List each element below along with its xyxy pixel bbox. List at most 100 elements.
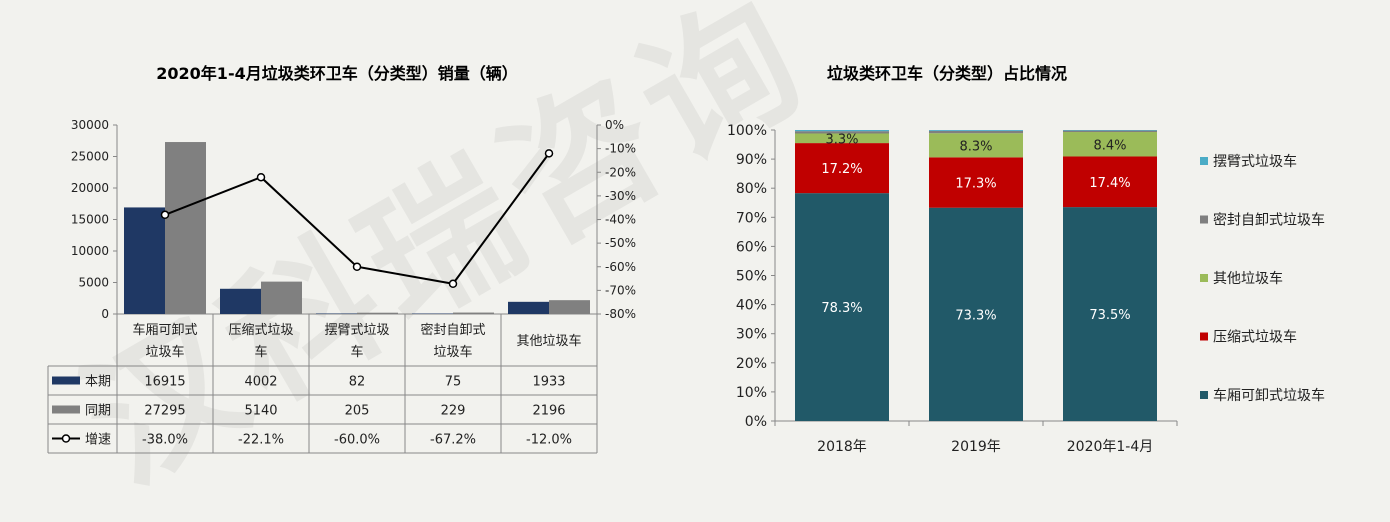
- y-tick-label: 20%: [736, 356, 767, 372]
- stack-segment: [929, 130, 1023, 131]
- category-label: 垃圾车: [145, 344, 184, 360]
- y2-tick-label: -40%: [605, 213, 636, 227]
- stack-segment: [929, 131, 1023, 133]
- y-tick-label: 40%: [736, 298, 767, 314]
- data-label: 17.2%: [821, 162, 862, 177]
- y-tick-label: 80%: [736, 181, 767, 197]
- bar-previous: [357, 313, 398, 314]
- legend-swatch: [1200, 333, 1208, 341]
- bar-current: [220, 289, 261, 314]
- legend-label: 压缩式垃圾车: [1213, 329, 1297, 346]
- category-label: 其他垃圾车: [516, 333, 581, 349]
- y-tick-label: 15000: [71, 213, 109, 227]
- category-label: 车: [350, 344, 363, 360]
- data-label: 3.3%: [825, 132, 858, 147]
- table-cell: 75: [445, 375, 462, 390]
- category-label: 垃圾车: [433, 344, 472, 360]
- category-label: 压缩式垃圾: [228, 322, 293, 338]
- share-stacked-chart: 100%90%80%70%60%50%40%30%20%10%0%78.3%17…: [640, 0, 1390, 498]
- y2-tick-label: -50%: [605, 236, 636, 250]
- data-label: 78.3%: [821, 301, 862, 316]
- bar-current: [124, 207, 165, 314]
- growth-point: [162, 211, 169, 218]
- category-label: 密封自卸式: [420, 322, 485, 338]
- y2-tick-label: -60%: [605, 260, 636, 274]
- table-cell: 27295: [144, 404, 185, 419]
- row-header: 增速: [85, 433, 111, 448]
- y-tick-label: 25000: [71, 150, 109, 164]
- legend-label: 密封自卸式垃圾车: [1213, 212, 1325, 229]
- y-tick-label: 5000: [78, 276, 109, 290]
- bar-previous: [549, 300, 590, 314]
- bar-previous: [261, 282, 302, 314]
- legend-swatch: [1200, 391, 1208, 399]
- x-tick-label: 2018年: [817, 439, 867, 455]
- legend-key-current: [52, 377, 80, 385]
- y-tick-label: 30%: [736, 327, 767, 343]
- y-tick-label: 20000: [71, 181, 109, 195]
- data-label: 17.3%: [955, 177, 996, 192]
- category-label: 摆臂式垃圾: [324, 323, 389, 338]
- y2-tick-label: -80%: [605, 307, 636, 321]
- category-label: 车厢可卸式: [132, 322, 197, 338]
- y-tick-label: 70%: [736, 210, 767, 226]
- legend-swatch: [1200, 157, 1208, 165]
- table-cell: 2196: [532, 404, 565, 419]
- table-cell: 229: [441, 404, 466, 419]
- stack-segment: [1063, 130, 1157, 131]
- y-tick-label: 50%: [736, 269, 767, 285]
- y2-tick-label: -30%: [605, 189, 636, 203]
- x-tick-label: 2020年1-4月: [1067, 439, 1154, 455]
- growth-point: [450, 280, 457, 287]
- table-cell: 4002: [244, 375, 277, 390]
- row-header: 同期: [85, 404, 111, 419]
- y-tick-label: 0: [101, 307, 109, 321]
- stack-segment: [795, 131, 889, 133]
- legend-key-growth-marker: [63, 435, 70, 442]
- x-tick-label: 2019年: [951, 439, 1001, 455]
- data-label: 8.4%: [1093, 138, 1126, 153]
- table-cell: 16915: [144, 375, 185, 390]
- data-label: 8.3%: [959, 139, 992, 154]
- table-cell: 5140: [244, 404, 277, 419]
- legend-swatch: [1200, 274, 1208, 282]
- stack-segment: [1063, 131, 1157, 132]
- bar-previous: [165, 142, 206, 314]
- legend-label: 摆臂式垃圾车: [1213, 153, 1297, 170]
- y2-tick-label: -10%: [605, 142, 636, 156]
- table-cell: -67.2%: [430, 433, 476, 448]
- table-cell: 205: [345, 404, 370, 419]
- y2-tick-label: 0%: [605, 118, 624, 132]
- y2-tick-label: -20%: [605, 165, 636, 179]
- data-label: 73.3%: [955, 308, 996, 323]
- table-cell: -12.0%: [526, 433, 572, 448]
- table-cell: -60.0%: [334, 433, 380, 448]
- legend-key-previous: [52, 406, 80, 414]
- table-cell: -22.1%: [238, 433, 284, 448]
- bar-current: [316, 313, 357, 314]
- table-cell: -38.0%: [142, 433, 188, 448]
- table-cell: 82: [349, 375, 366, 390]
- y-tick-label: 60%: [736, 239, 767, 255]
- growth-point: [546, 150, 553, 157]
- legend-label: 车厢可卸式垃圾车: [1213, 387, 1325, 404]
- data-label: 17.4%: [1089, 176, 1130, 191]
- y-tick-label: 10000: [71, 244, 109, 258]
- stack-segment: [795, 130, 889, 131]
- bar-current: [508, 302, 549, 314]
- sales-combo-chart: 30000 25000 20000 15000 10000 5000 0 0% -10% -20%…: [0, 0, 640, 498]
- growth-point: [354, 263, 361, 270]
- y-tick-label: 30000: [71, 118, 109, 132]
- legend-swatch: [1200, 216, 1208, 224]
- category-label: 车: [254, 344, 267, 360]
- y-tick-label: 100%: [727, 123, 767, 139]
- growth-point: [258, 174, 265, 181]
- table-cell: 1933: [532, 375, 565, 390]
- row-header: 本期: [85, 375, 111, 390]
- y-tick-label: 0%: [745, 414, 767, 430]
- legend-label: 其他垃圾车: [1213, 270, 1283, 287]
- bar-previous: [453, 313, 494, 314]
- data-label: 73.5%: [1089, 308, 1130, 323]
- y2-tick-label: -70%: [605, 283, 636, 297]
- y-tick-label: 90%: [736, 152, 767, 168]
